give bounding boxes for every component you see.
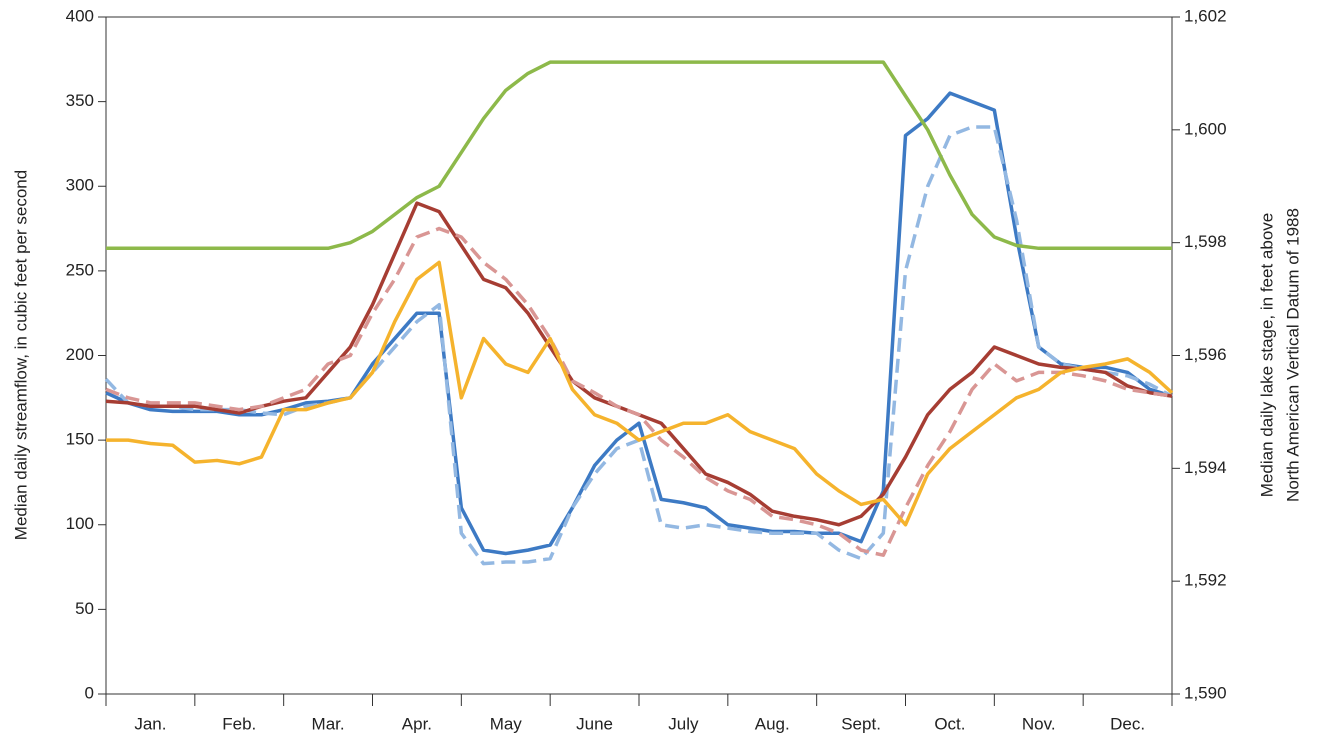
x-tick-label: Apr. <box>402 714 432 733</box>
y-tick-label: 100 <box>66 514 94 533</box>
x-tick-label: Nov. <box>1022 714 1056 733</box>
y-tick-label: 200 <box>66 345 94 364</box>
x-tick-label: Mar. <box>312 714 345 733</box>
y-tick-label: 250 <box>66 260 94 279</box>
x-tick-label: May <box>490 714 523 733</box>
y2-tick-label: 1,590 <box>1184 683 1227 702</box>
series-line <box>106 60 1172 251</box>
x-tick-label: Jan. <box>134 714 166 733</box>
y-tick-label: 300 <box>66 176 94 195</box>
y2-tick-label: 1,592 <box>1184 571 1227 590</box>
x-tick-label: Aug. <box>755 714 790 733</box>
y2-tick-label: 1,598 <box>1184 232 1227 251</box>
series-line <box>105 226 1173 557</box>
y-tick-label: 350 <box>66 91 94 110</box>
series-line <box>105 201 1173 527</box>
y-tick-label: 50 <box>75 599 94 618</box>
y2-tick-label: 1,594 <box>1184 458 1227 477</box>
x-tick-label: Oct. <box>934 714 965 733</box>
y2-tick-label: 1,602 <box>1184 6 1227 25</box>
x-tick-label: June <box>576 714 613 733</box>
y-tick-label: 400 <box>66 6 94 25</box>
x-tick-label: Sept. <box>841 714 881 733</box>
y2-axis-label: Median daily lake stage, in feet above <box>1257 213 1276 497</box>
y-tick-label: 0 <box>85 683 94 702</box>
series-line <box>105 91 1173 556</box>
y2-axis-label: North American Vertical Datum of 1988 <box>1283 208 1302 502</box>
x-tick-label: Dec. <box>1110 714 1145 733</box>
x-tick-label: July <box>668 714 699 733</box>
y2-tick-label: 1,596 <box>1184 345 1227 364</box>
series-line <box>106 260 1174 527</box>
series-line <box>104 125 1173 566</box>
y-tick-label: 150 <box>66 430 94 449</box>
x-tick-label: Feb. <box>222 714 256 733</box>
y-axis-label: Median daily streamflow, in cubic feet p… <box>11 170 30 540</box>
y2-tick-label: 1,600 <box>1184 119 1227 138</box>
